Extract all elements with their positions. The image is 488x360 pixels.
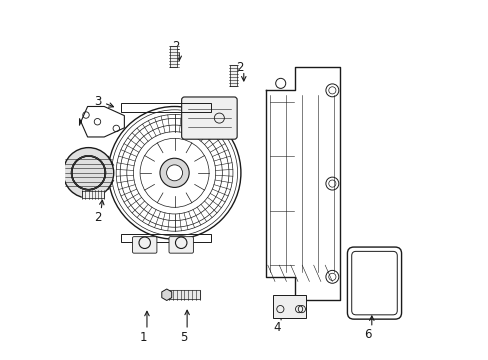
Polygon shape	[230, 65, 237, 86]
Text: 4: 4	[273, 321, 281, 334]
Circle shape	[63, 148, 114, 198]
Circle shape	[166, 165, 182, 181]
FancyBboxPatch shape	[169, 237, 193, 253]
FancyBboxPatch shape	[351, 251, 396, 315]
Text: 2: 2	[236, 60, 244, 73]
FancyBboxPatch shape	[132, 237, 157, 253]
Text: 2: 2	[94, 211, 101, 224]
Text: 6: 6	[364, 328, 371, 341]
FancyBboxPatch shape	[181, 97, 237, 139]
Text: 2: 2	[172, 40, 179, 53]
Polygon shape	[169, 291, 199, 299]
Text: 1: 1	[140, 330, 147, 343]
Text: 3: 3	[94, 95, 101, 108]
Polygon shape	[162, 289, 171, 301]
Circle shape	[160, 158, 189, 188]
Text: 5: 5	[180, 330, 187, 343]
Polygon shape	[273, 296, 306, 318]
Polygon shape	[82, 191, 104, 198]
Polygon shape	[170, 45, 177, 67]
